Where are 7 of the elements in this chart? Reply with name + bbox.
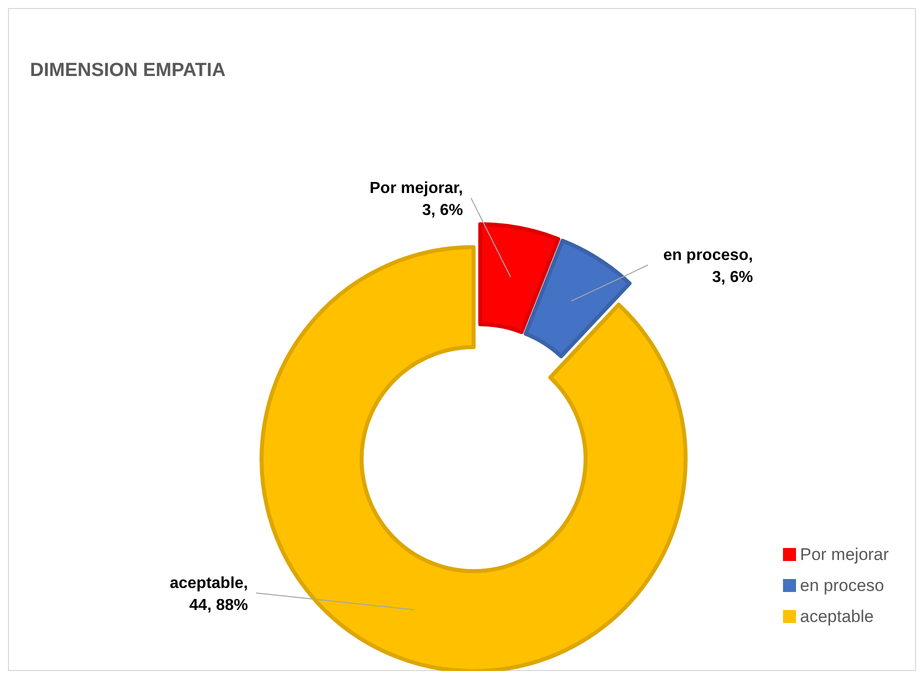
- legend-label: aceptable: [800, 607, 874, 626]
- data-label: en proceso, 3, 6%: [663, 247, 753, 286]
- chart-title: DIMENSION EMPATIA: [30, 60, 226, 81]
- legend-label: en proceso: [800, 576, 884, 595]
- legend-label: Por mejorar: [800, 545, 890, 564]
- data-label: aceptable, 44, 88%: [170, 575, 248, 614]
- data-label: Por mejorar, 3, 6%: [370, 180, 463, 219]
